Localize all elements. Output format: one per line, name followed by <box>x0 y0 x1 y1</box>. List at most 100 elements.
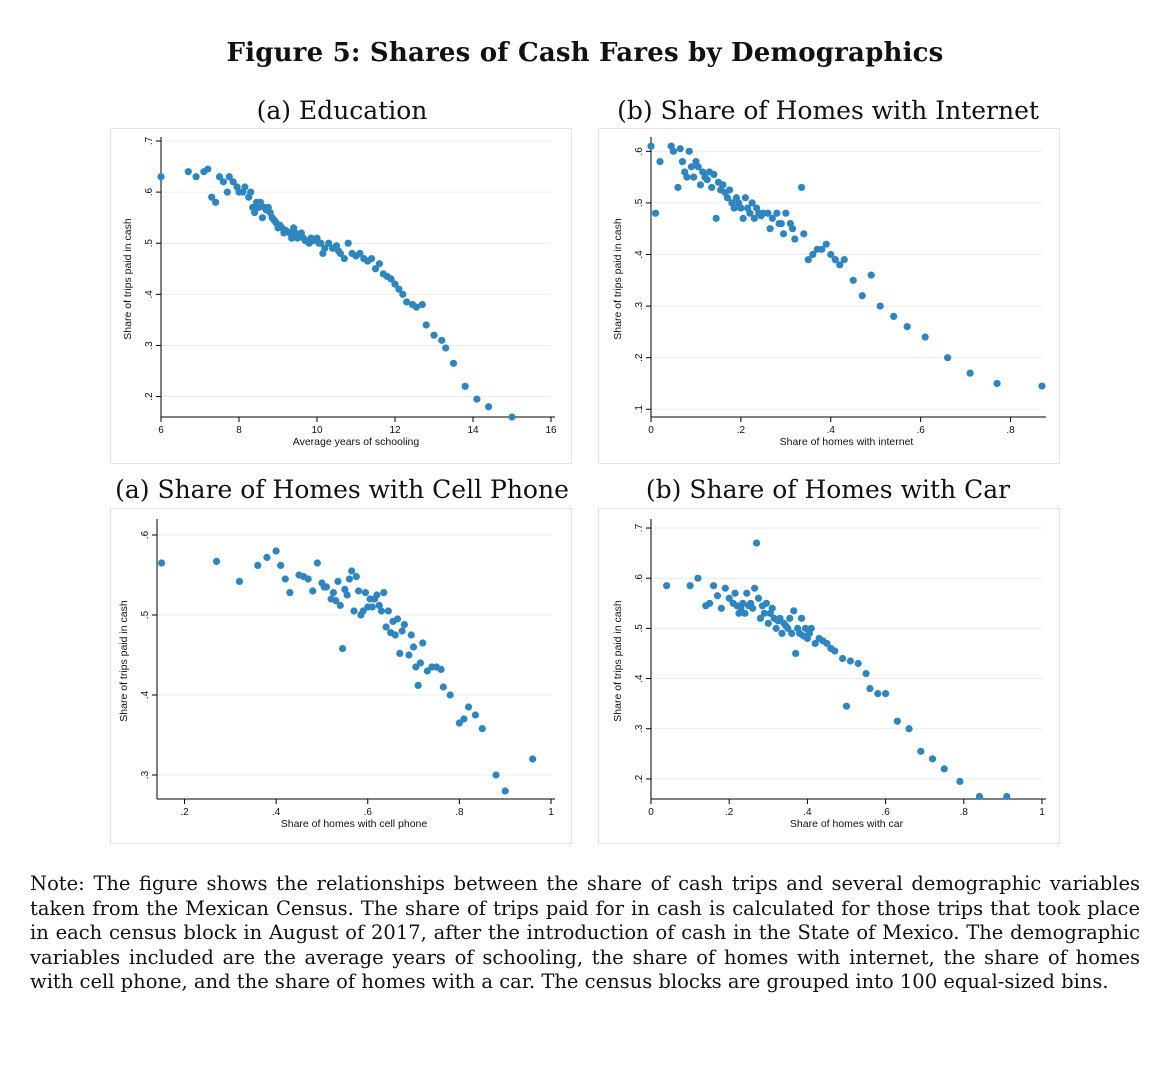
x-tick-label: .2 <box>725 807 734 818</box>
data-point <box>690 173 698 181</box>
data-point <box>407 631 415 639</box>
data-point <box>823 639 831 648</box>
y-tick-label: .4 <box>140 690 151 699</box>
data-point <box>827 250 835 259</box>
x-tick-label: 10 <box>311 425 323 436</box>
data-point <box>893 717 901 725</box>
y-tick-label: .2 <box>634 774 645 783</box>
data-point <box>309 587 317 595</box>
data-point <box>797 183 806 192</box>
data-point <box>336 249 344 258</box>
data-point <box>352 573 360 581</box>
data-point <box>418 300 426 309</box>
data-point <box>730 204 738 212</box>
data-point <box>219 178 227 186</box>
data-point <box>373 591 381 599</box>
data-point <box>377 607 386 615</box>
data-point <box>286 589 294 597</box>
data-point <box>336 601 344 609</box>
data-point <box>725 594 733 602</box>
data-point <box>157 559 166 567</box>
data-point <box>940 765 948 773</box>
data-point <box>723 194 732 202</box>
data-point <box>361 589 370 597</box>
data-point <box>849 276 857 284</box>
data-point <box>398 627 406 635</box>
x-tick-label: .2 <box>180 807 189 818</box>
data-point <box>368 603 376 611</box>
data-point <box>741 609 749 617</box>
data-point <box>712 214 720 222</box>
data-point <box>263 553 271 561</box>
data-point <box>442 344 450 352</box>
data-point <box>343 591 351 599</box>
figure-note: Note: The figure shows the relationships… <box>30 872 1140 994</box>
data-point <box>762 599 770 607</box>
y-tick-label: .6 <box>140 530 151 539</box>
y-tick-label: .5 <box>634 198 645 207</box>
data-point <box>419 639 427 647</box>
data-point <box>797 614 806 622</box>
x-tick-label: .4 <box>827 425 836 436</box>
data-point <box>338 645 347 653</box>
x-tick-label: 14 <box>467 425 479 436</box>
y-axis-title: Share of trips paid in cash <box>122 218 134 340</box>
y-tick-label: .3 <box>144 341 155 350</box>
data-point <box>416 659 425 667</box>
data-point <box>800 230 808 238</box>
data-point <box>325 239 333 247</box>
data-point <box>739 599 747 607</box>
data-point <box>437 665 445 673</box>
data-point <box>768 214 776 222</box>
data-point <box>752 539 761 547</box>
data-point <box>304 575 312 583</box>
y-axis-title: Share of trips paid in cash <box>612 218 624 340</box>
y-tick-label: .3 <box>140 770 151 779</box>
data-point <box>345 575 354 583</box>
data-point <box>713 592 722 600</box>
y-tick-label: .4 <box>634 674 645 683</box>
x-axis-title: Share of homes with car <box>790 818 904 830</box>
data-point <box>746 209 754 217</box>
data-point <box>905 725 913 733</box>
data-point <box>405 651 413 659</box>
data-point <box>272 547 280 555</box>
data-point <box>225 173 233 181</box>
data-point <box>256 198 265 206</box>
data-point <box>380 589 388 597</box>
data-point <box>862 669 870 678</box>
data-point <box>395 285 403 293</box>
data-point <box>751 584 759 592</box>
data-point <box>375 260 383 268</box>
data-point <box>719 181 727 189</box>
data-point <box>831 256 839 264</box>
data-point <box>764 209 772 217</box>
y-tick-label: .5 <box>140 610 151 619</box>
data-point <box>651 209 660 217</box>
data-point <box>647 142 655 150</box>
data-point <box>737 204 745 212</box>
data-point <box>760 609 768 617</box>
data-point <box>247 188 255 196</box>
data-point <box>1038 382 1046 390</box>
x-tick-label: .2 <box>737 425 746 436</box>
panel-a-title: (a) Education <box>256 96 428 125</box>
y-tick-label: .1 <box>634 405 645 414</box>
data-point <box>384 607 392 615</box>
data-point <box>288 234 296 242</box>
x-tick-label: .6 <box>364 807 373 818</box>
data-point <box>674 183 682 192</box>
x-tick-label: .8 <box>960 807 969 818</box>
data-point <box>876 302 884 310</box>
data-point <box>791 235 799 243</box>
data-point <box>391 631 399 639</box>
panel-b-title: (b) Share of Homes with Internet <box>617 96 1039 125</box>
data-point <box>836 261 844 269</box>
data-point <box>313 559 321 567</box>
data-point <box>391 280 399 288</box>
data-point <box>748 199 756 207</box>
data-point <box>818 245 826 253</box>
y-tick-label: .7 <box>634 523 645 532</box>
data-point <box>277 561 285 569</box>
data-point <box>492 771 500 779</box>
